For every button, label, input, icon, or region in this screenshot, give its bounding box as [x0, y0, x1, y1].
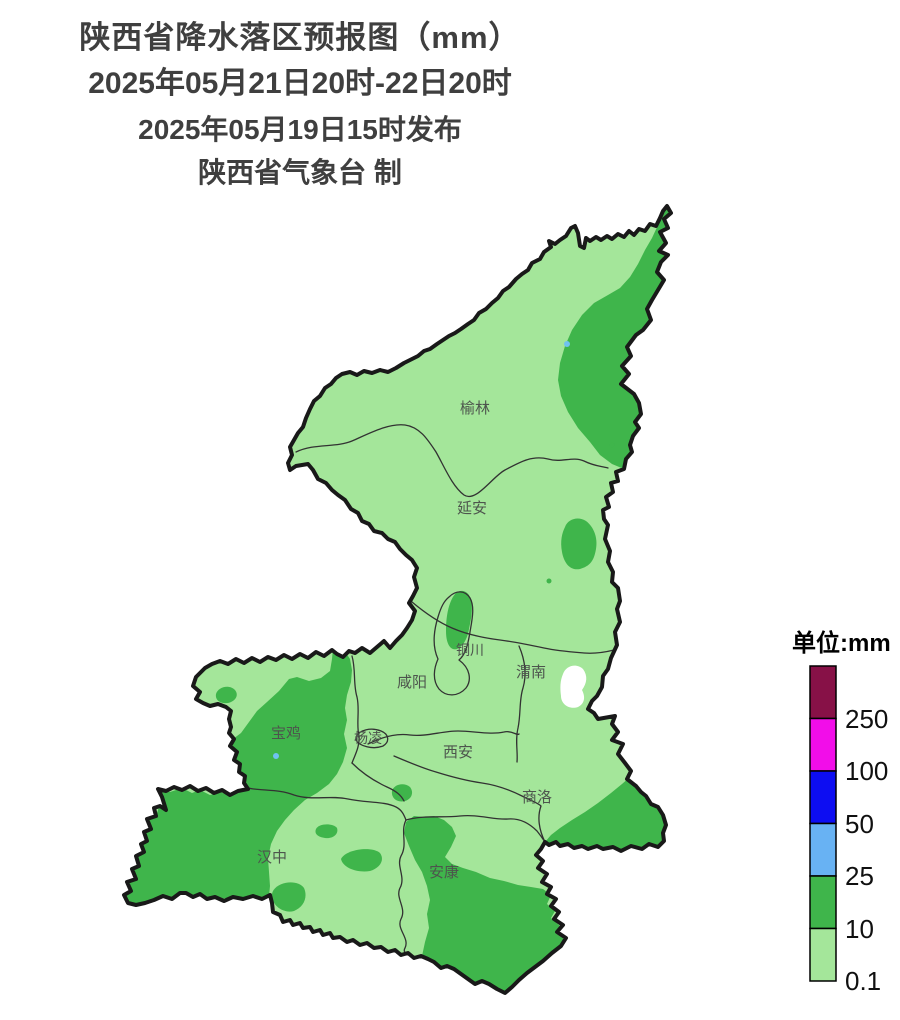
rain-dot-yanan	[546, 578, 552, 584]
legend-swatch-50	[809, 770, 837, 825]
legend-label-0-1: 0.1	[845, 966, 881, 996]
rain-blob-hanzhong-south	[271, 882, 306, 912]
rain-band-northeast-yulin	[558, 206, 671, 469]
legend-swatch-0-1	[809, 927, 837, 982]
legend-label-50: 50	[845, 809, 874, 839]
rain-patch-arm-blob	[215, 686, 237, 704]
border-weinan-west	[515, 645, 526, 763]
rain-blob-hanzhong-east	[341, 849, 382, 872]
rain-spot-blue-baoji	[273, 753, 279, 759]
province-outline	[122, 204, 673, 995]
legend-label-250: 250	[845, 704, 888, 734]
rain-band-shangluo-southeast	[545, 774, 666, 851]
city-label-hanzhong: 汉中	[257, 849, 287, 866]
border-xian-shangluo	[393, 755, 546, 843]
border-baoji-xianyang	[351, 655, 360, 764]
rain-patch-tongchuan	[446, 590, 472, 650]
legend-swatch-25	[809, 822, 837, 877]
issue-time: 2025年05月19日15时发布	[138, 114, 462, 145]
rain-spot-blue-yulin	[564, 341, 570, 347]
border-guanzhong-hanzhong	[239, 785, 407, 821]
legend-label-10: 10	[845, 914, 874, 944]
rain-blob-hanzhong-north	[315, 824, 338, 839]
rain-patch-yanan-east	[561, 518, 597, 570]
city-label-tongchuan: 铜川	[456, 642, 484, 658]
city-label-xian: 西安	[443, 744, 473, 761]
border-wei-valley	[351, 762, 405, 802]
rain-patch-west-baoji-hanzhong	[124, 640, 352, 905]
border-xianyang-xian	[367, 730, 520, 745]
issuing-agency: 陕西省气象台 制	[198, 157, 402, 188]
rain-blob-qinling-junction	[391, 784, 413, 802]
border-tongchuan	[433, 591, 474, 696]
legend: 单位:mm 250 100 50 25 10 0.1	[792, 629, 891, 996]
city-label-yulin: 榆林	[460, 400, 490, 417]
dry-patch-weinan	[560, 665, 587, 708]
border-yulin-yanan	[295, 424, 609, 498]
legend-title: 单位:mm	[792, 629, 891, 657]
legend-swatch-10	[809, 875, 837, 930]
forecast-valid-period: 2025年05月21日20时-22日20时	[88, 67, 512, 100]
legend-label-100: 100	[845, 756, 888, 786]
legend-label-25: 25	[845, 861, 874, 891]
city-label-baoji: 宝鸡	[271, 725, 301, 742]
city-label-yanan: 延安	[457, 500, 487, 517]
city-label-weinan: 渭南	[516, 664, 546, 681]
map-title: 陕西省降水落区预报图（mm）	[79, 20, 521, 55]
city-label-ankang: 安康	[429, 864, 459, 881]
legend-swatch-100	[809, 717, 837, 772]
border-yanan-south	[411, 601, 615, 654]
city-label-xianyang: 咸阳	[397, 674, 427, 691]
rain-patch-ankang-south	[404, 816, 564, 993]
border-yangling	[355, 728, 389, 749]
city-label-shangluo: 商洛	[522, 789, 552, 806]
city-label-yangling: 杨凌	[354, 730, 382, 746]
legend-swatch-250	[809, 665, 837, 720]
border-hanzhong-ankang	[398, 819, 413, 958]
border-ankang-north	[405, 814, 546, 843]
rain-dot-yulin-south	[609, 442, 615, 448]
map-title-block: 陕西省降水落区预报图（mm） 2025年05月21日20时-22日20时 202…	[0, 22, 600, 187]
